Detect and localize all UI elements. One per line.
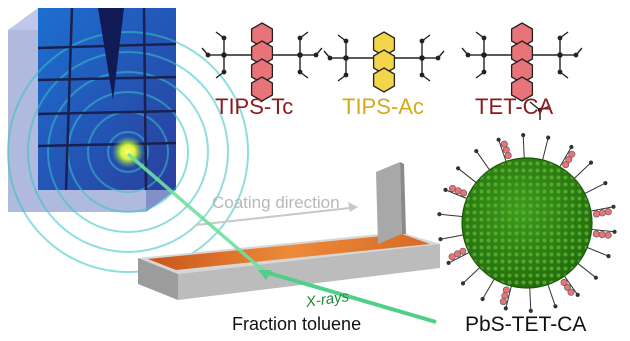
ligand-tip [612,229,617,234]
ligand-chain [505,284,513,309]
ligand-ring [565,155,573,163]
ligand-tip [575,292,580,298]
ligand-chain [482,278,496,300]
ligand-ring [502,286,510,294]
tips-tc-label: TIPS-Tc [215,94,294,119]
tet-ca-label: TET-CA [475,94,554,119]
ligand-tip [593,275,599,280]
ligand-chain [448,251,471,264]
tips-ac-label: TIPS-Ac [342,94,424,119]
ligand-ring [593,210,601,218]
ligand-ring [500,140,508,148]
ligand-ring [454,250,462,258]
ligand-ring [449,184,457,192]
ligand-ring [568,150,576,158]
ligand-chain [439,213,464,218]
coating-direction-arrow [195,202,358,226]
ligand-tip [446,260,451,266]
ligand-chain [547,283,556,307]
ligand-ring [598,209,606,217]
ligand-chain [498,139,507,163]
nanocrystal-label: PbS-TET-CA [465,313,587,336]
ligand-chain [586,246,609,257]
ligand-tip [480,296,485,302]
ligand-chain [440,234,465,240]
ligand-tip [611,204,616,209]
xray-detector-block-icon [7,7,249,273]
ligand-ring [598,231,606,239]
ligand-chain [475,150,491,171]
ligand-tip [553,304,558,309]
ligand-chain [563,275,579,296]
coating-blade-icon [376,162,406,244]
ligand-chain [583,182,606,195]
xray-beam [126,152,437,324]
ligand-ring [604,208,612,216]
ligand-tip [606,253,611,259]
ligand-chain [445,189,468,200]
tet-ca-molecule-icon [461,22,583,120]
tips-tc-molecule-icon [201,22,323,102]
nanocrystal-icon [437,133,617,314]
fraction-label: Fraction toluene [232,314,362,334]
ligand-chain [541,137,549,162]
ligand-chain [590,228,615,233]
ligand-ring [448,253,456,261]
ligand-chain [558,146,572,168]
ligand-ring [560,278,568,286]
ligand-tip [503,306,508,311]
ligand-tip [456,166,461,171]
ligand-tip [460,281,466,286]
ligand-ring [567,288,575,296]
ligand-ring [592,230,600,238]
coating-direction-label: Coating direction [212,193,340,212]
ligand-tip [474,149,479,154]
ligand-tip [443,187,448,193]
ligand-tip [521,133,526,138]
ligand-chain [522,135,525,160]
ligand-chain [589,206,614,212]
ligand-tip [569,144,574,150]
ligand-ring [501,292,509,300]
ligand-ring [604,231,612,239]
ligand-chain [457,167,478,184]
ligand-tip [437,212,442,217]
ligand-ring [563,283,571,291]
ligand-tip [528,308,533,314]
ligand-chain [573,162,592,180]
coated-substrate-icon [138,232,440,300]
ligand-chain [576,262,597,279]
ligand-chain [462,266,481,284]
ligand-tip [546,135,551,140]
ligand-tip [496,137,501,142]
ligand-tip [588,160,594,165]
ligand-tip [438,237,443,242]
tips-ac-molecule-icon [323,31,445,93]
ligand-tip [603,181,608,186]
ligand-chain [529,286,532,311]
ligand-ring [499,298,507,306]
ligand-ring [562,161,570,169]
